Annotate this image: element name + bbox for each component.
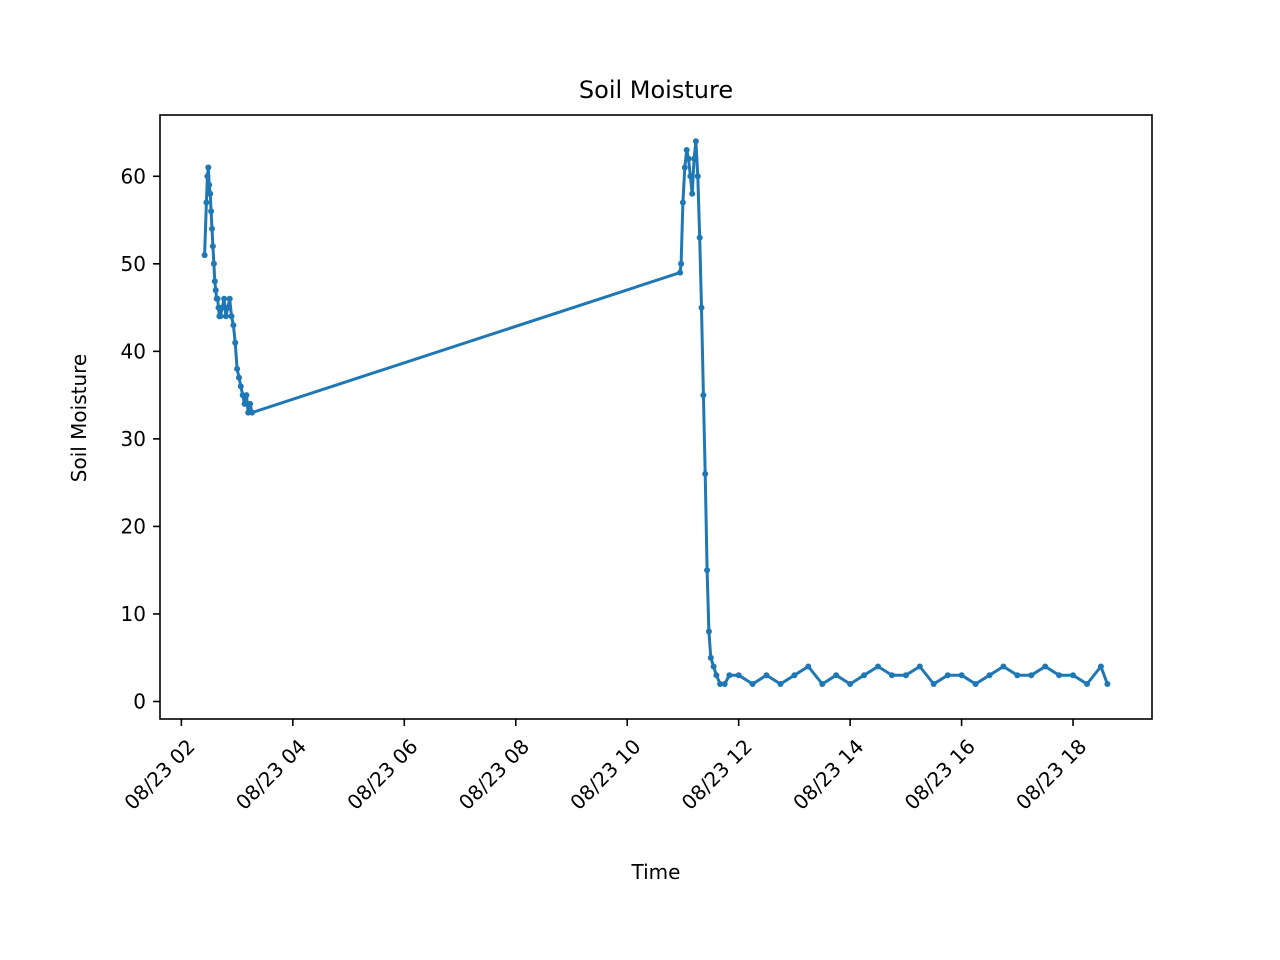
data-point (1104, 681, 1111, 687)
data-point (749, 681, 756, 687)
data-point (214, 295, 221, 302)
data-point (691, 155, 698, 162)
data-point (230, 322, 237, 329)
data-point (226, 295, 233, 302)
data-point (208, 208, 215, 215)
data-point (944, 672, 951, 679)
data-point (1028, 672, 1035, 679)
y-tick-label: 20 (121, 514, 146, 538)
data-point (205, 164, 212, 171)
data-point (986, 672, 993, 679)
data-point (678, 260, 685, 267)
data-point (206, 182, 213, 188)
data-point (726, 672, 733, 679)
data-point (875, 663, 881, 670)
data-point (211, 278, 218, 285)
data-point (721, 681, 728, 687)
x-axis-title: Time (631, 860, 681, 884)
data-point (713, 672, 720, 679)
data-point (1000, 663, 1007, 670)
chart-title: Soil Moisture (579, 76, 733, 104)
data-point (819, 681, 826, 687)
data-point (204, 173, 211, 180)
data-point (861, 672, 868, 679)
data-point (217, 313, 224, 320)
data-point (685, 155, 692, 162)
y-tick-label: 30 (121, 427, 146, 451)
data-point (221, 295, 228, 302)
data-point (1056, 672, 1063, 679)
data-point (224, 304, 231, 311)
data-point (700, 392, 707, 399)
data-point (247, 400, 254, 407)
data-point (679, 199, 686, 206)
data-point (210, 260, 217, 267)
data-point (1097, 663, 1104, 670)
data-point (236, 374, 242, 381)
data-point (243, 392, 250, 399)
data-point (692, 138, 699, 145)
data-point (763, 672, 770, 679)
y-axis-title: Soil Moisture (67, 354, 91, 482)
data-point (916, 663, 923, 670)
data-point (777, 681, 784, 687)
data-point (677, 269, 684, 276)
data-point (234, 365, 241, 372)
data-point (689, 190, 696, 197)
data-point (237, 383, 244, 390)
y-tick-label: 50 (121, 252, 146, 276)
data-point (201, 252, 208, 259)
y-tick-label: 0 (133, 689, 146, 713)
data-point (207, 190, 214, 197)
data-point (698, 304, 705, 311)
data-point (1042, 663, 1049, 670)
data-point (683, 147, 690, 153)
data-point (232, 339, 239, 346)
data-point (228, 313, 235, 320)
data-point (212, 287, 219, 294)
data-point (705, 628, 712, 635)
data-point (888, 672, 895, 679)
data-point (1070, 672, 1076, 679)
y-tick-label: 60 (121, 164, 146, 188)
data-point (694, 173, 701, 180)
data-point (222, 313, 229, 320)
y-tick-label: 40 (121, 339, 146, 363)
data-point (902, 672, 909, 679)
data-point (687, 173, 694, 180)
data-point (702, 470, 709, 477)
data-point (681, 164, 688, 171)
series-layer (201, 138, 1111, 687)
y-tick-label: 10 (121, 602, 146, 626)
data-point (930, 681, 937, 687)
data-point (707, 654, 714, 661)
data-point (203, 199, 210, 206)
data-point (249, 409, 255, 416)
data-point (241, 400, 248, 407)
data-point (710, 663, 717, 670)
data-point (805, 663, 812, 670)
data-point (847, 681, 854, 687)
data-point (1084, 681, 1090, 687)
data-point (704, 567, 711, 574)
data-point (696, 234, 703, 241)
data-point (735, 672, 742, 679)
plot-frame (159, 114, 1153, 720)
data-point (717, 681, 724, 687)
data-point (791, 672, 798, 679)
data-point (972, 681, 979, 687)
data-point (958, 672, 965, 679)
data-point (1014, 672, 1021, 679)
data-point (209, 225, 215, 232)
data-point (833, 672, 840, 679)
data-point (209, 243, 216, 250)
data-point (219, 304, 226, 311)
